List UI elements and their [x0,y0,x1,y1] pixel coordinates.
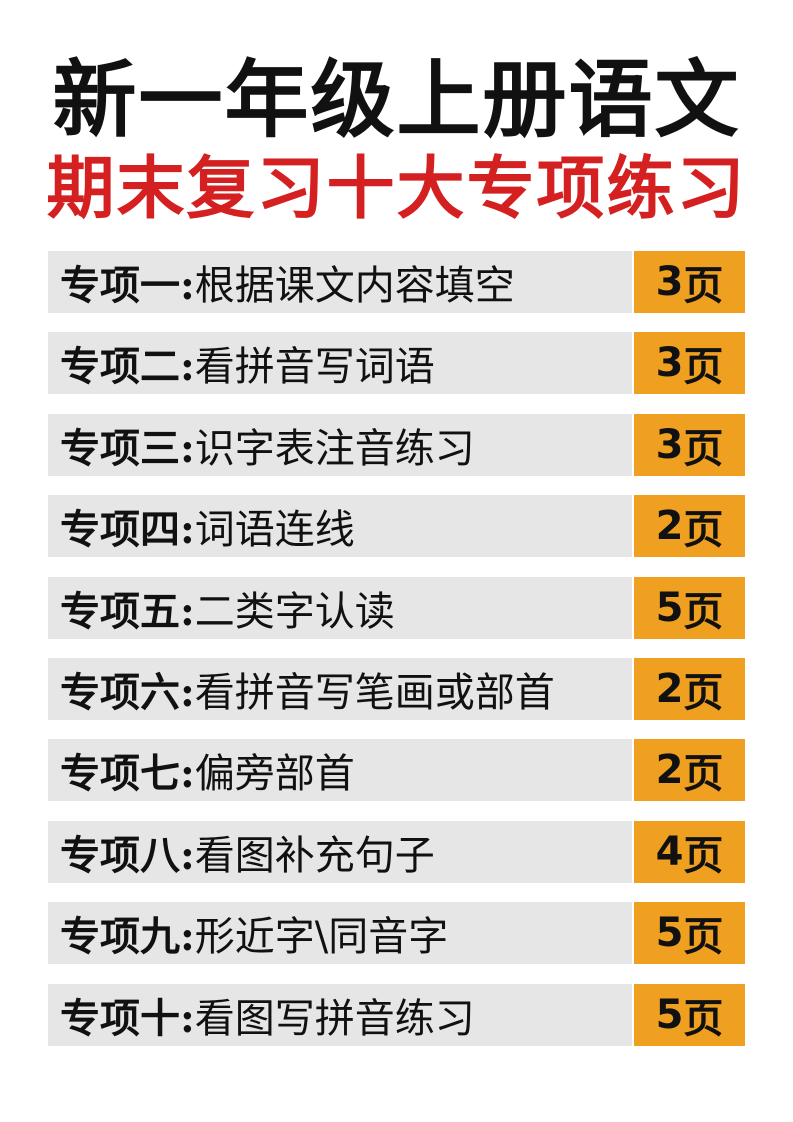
page-unit: 页 [683,994,724,1042]
page-count: 3 [655,421,684,468]
item-bar: 专项十: 看图写拼音练习 [48,983,632,1046]
list-item: 专项六: 看拼音写笔画或部首 2 页 [48,658,745,720]
page-count-badge: 2 页 [634,658,745,720]
item-bar: 专项一: 根据课文内容填空 [48,251,632,313]
page-unit: 页 [683,750,724,798]
item-prefix: 专项二: [60,343,195,391]
page-count-badge: 2 页 [634,739,745,802]
list-item: 专项五: 二类字认读 5 页 [48,576,745,639]
item-bar: 专项六: 看拼音写笔画或部首 [48,658,632,720]
item-prefix: 专项四: [60,506,195,554]
item-text: 识字表注音练习 [194,425,475,472]
page-count: 2 [655,503,684,550]
item-bar: 专项四: 词语连线 [48,495,632,558]
item-prefix: 专项六: [60,669,195,716]
page-count: 2 [655,666,684,712]
list-item: 专项七: 偏旁部首 2 页 [48,739,745,802]
page-count-badge: 3 页 [634,332,745,395]
list-item: 专项十: 看图写拼音练习 5 页 [48,983,745,1046]
item-text: 词语连线 [194,507,355,554]
page-title: 新一年级上册语文 [52,51,741,149]
item-text: 二类字认读 [194,588,395,635]
page-count-badge: 3 页 [634,413,745,476]
item-text: 看拼音写笔画或部首 [194,670,555,716]
list-item: 专项一: 根据课文内容填空 3 页 [48,251,745,313]
page-count: 5 [655,584,684,631]
page-unit: 页 [683,831,724,879]
page-count-badge: 4 页 [634,820,745,883]
page-count-badge: 5 页 [634,576,745,639]
page-count: 5 [655,910,684,957]
item-text: 形近字\同音字 [194,914,449,961]
page-count-badge: 5 页 [634,902,745,965]
page-count: 4 [655,828,684,875]
list-item: 专项八: 看图补充句子 4 页 [48,820,745,883]
page-count: 3 [655,259,684,305]
item-prefix: 专项八: [60,831,195,879]
item-bar: 专项七: 偏旁部首 [48,739,632,802]
item-prefix: 专项七: [60,750,195,798]
item-bar: 专项九: 形近字\同音字 [48,902,632,965]
page-unit: 页 [683,262,724,309]
page-unit: 页 [683,424,724,472]
page-unit: 页 [683,506,724,554]
item-text: 根据课文内容填空 [194,263,515,309]
item-text: 看图写拼音练习 [194,995,475,1042]
item-bar: 专项八: 看图补充句子 [48,820,632,883]
item-bar: 专项三: 识字表注音练习 [48,413,632,476]
page-unit: 页 [683,587,724,635]
list-item: 专项二: 看拼音写词语 3 页 [48,332,745,395]
list-item: 专项四: 词语连线 2 页 [48,495,745,558]
item-text: 偏旁部首 [194,751,355,798]
item-bar: 专项五: 二类字认读 [48,576,632,639]
item-prefix: 专项一: [60,262,195,309]
page-count: 3 [655,340,684,387]
page-count: 2 [655,747,684,794]
list-item: 专项九: 形近字\同音字 5 页 [48,902,745,965]
page-count-badge: 3 页 [634,251,745,313]
page-count-badge: 5 页 [634,983,745,1046]
page-unit: 页 [683,343,724,391]
item-prefix: 专项十: [60,994,195,1042]
page-count-badge: 2 页 [634,495,745,558]
item-text: 看图补充句子 [194,832,435,879]
page-unit: 页 [683,913,724,961]
item-text: 看拼音写词语 [194,344,435,391]
item-prefix: 专项三: [60,424,195,472]
item-prefix: 专项五: [60,587,195,635]
page-unit: 页 [683,669,724,716]
item-prefix: 专项九: [60,913,195,961]
list-item: 专项三: 识字表注音练习 3 页 [48,413,745,476]
page-count: 5 [655,991,684,1038]
item-bar: 专项二: 看拼音写词语 [48,332,632,395]
page-subtitle: 期末复习十大专项练习 [46,150,747,229]
